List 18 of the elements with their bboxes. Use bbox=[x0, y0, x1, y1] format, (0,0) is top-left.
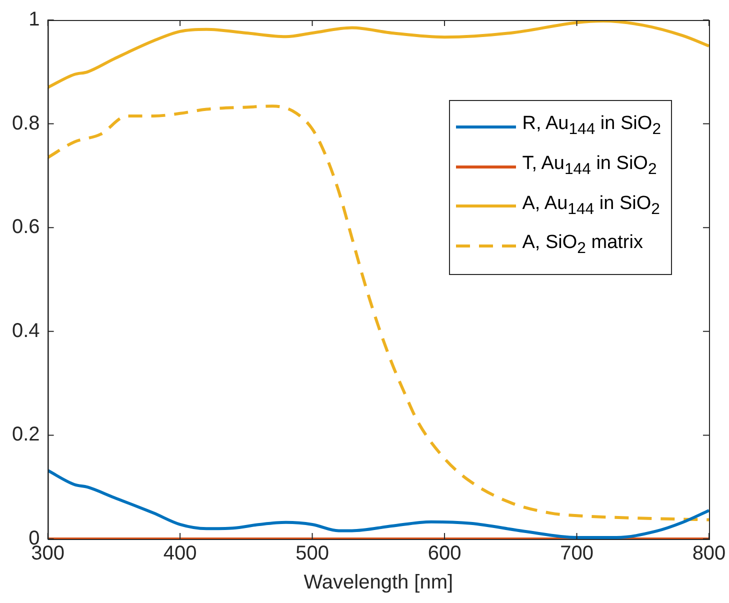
legend-label: T, Au$_{144}$ in SiO$_{2}$ bbox=[522, 152, 657, 180]
x-tick-label: 400 bbox=[163, 542, 197, 565]
legend-label: A, Au$_{144}$ in SiO$_{2}$ bbox=[522, 192, 660, 220]
x-tick-label: 800 bbox=[692, 542, 726, 565]
line-series bbox=[48, 104, 709, 522]
line-series bbox=[48, 468, 709, 539]
x-tick-label: 600 bbox=[428, 542, 462, 565]
legend-label: A, SiO$_{2}$ matrix bbox=[522, 231, 643, 260]
y-tick-label: 0.8 bbox=[12, 112, 40, 134]
x-tick-label: 700 bbox=[560, 542, 594, 565]
x-tick-label: 500 bbox=[296, 542, 329, 565]
x-axis-title: Wavelength [nm] bbox=[304, 572, 454, 594]
y-tick-label: 0.4 bbox=[12, 320, 40, 342]
y-tick-label: 1 bbox=[28, 8, 40, 31]
line-series bbox=[48, 20, 709, 89]
legend-label: R, Au$_{144}$ in SiO$_{2}$ bbox=[522, 112, 661, 140]
y-tick-label: 0.2 bbox=[12, 424, 40, 446]
y-tick-label: 0.6 bbox=[12, 216, 40, 238]
